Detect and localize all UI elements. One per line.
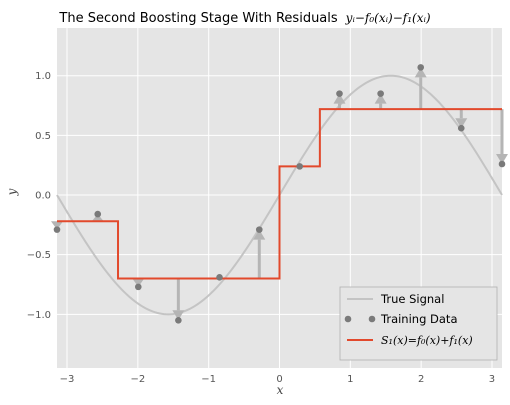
chart-title-text: The Second Boosting Stage With Residuals — [58, 11, 337, 26]
residual-arrow-head-5 — [253, 229, 266, 240]
y-tick-label-4: 1.0 — [35, 71, 51, 82]
residual-arrow-head-3 — [172, 310, 185, 321]
training-point-9 — [417, 64, 425, 71]
x-tick-label-0: −3 — [60, 374, 75, 385]
residual-arrow-head-0 — [50, 221, 63, 230]
residual-arrow-head-1 — [91, 214, 104, 222]
residual-arrow-2 — [132, 278, 145, 287]
step-function-line — [57, 108, 502, 280]
y-tick-label-2: 0.0 — [35, 191, 51, 202]
residual-arrow-head-10 — [455, 118, 468, 129]
training-point-7 — [336, 90, 343, 97]
training-point-2 — [134, 283, 142, 291]
residual-arrow-5 — [253, 229, 266, 279]
legend-training-label: Training Data — [380, 312, 458, 326]
residual-arrow-0 — [50, 221, 63, 230]
residual-arrow-head-8 — [374, 93, 387, 104]
training-point-8 — [377, 90, 384, 97]
y-tick-label-1: −0.5 — [27, 250, 51, 261]
residual-arrow-head-7 — [333, 93, 346, 104]
training-point-3 — [175, 316, 182, 324]
step-function-layer — [57, 108, 502, 280]
y-axis-label: y — [5, 188, 19, 196]
x-tick-label-5: 2 — [418, 374, 424, 385]
legend-step-label: S₁(x)=f₀(x)+f₁(x) — [381, 334, 473, 347]
residual-arrow-11 — [496, 109, 509, 164]
legend: True Signal Training Data S₁(x)=f₀(x)+f₁… — [339, 286, 498, 361]
legend-training-marker-right — [368, 315, 376, 323]
x-tick-label-3: 0 — [276, 374, 282, 385]
x-tick-label-2: −1 — [201, 374, 216, 385]
residual-arrow-head-9 — [414, 67, 427, 78]
x-axis-label: x — [277, 383, 284, 397]
residual-arrow-10 — [455, 109, 468, 129]
x-tick-label-6: 3 — [489, 374, 495, 385]
residual-arrow-head-11 — [496, 154, 509, 164]
y-tick-label-3: 0.5 — [35, 131, 51, 142]
chart-title-math: yᵢ−f₀(xᵢ)−f₁(xᵢ) — [345, 11, 431, 25]
residual-arrow-layer — [50, 67, 509, 321]
residual-arrow-head-2 — [132, 278, 145, 287]
legend-training-marker-left — [344, 315, 352, 323]
legend-true-signal-label: True Signal — [380, 292, 444, 306]
training-point-4 — [216, 274, 223, 281]
x-tick-label-1: −2 — [130, 374, 145, 385]
tick-label-layer: −3 −2 −1 0 1 2 3 −1.0 −0.5 0.0 0.5 1.0 — [27, 71, 495, 385]
residual-arrow-9 — [414, 67, 427, 110]
training-point-0 — [53, 226, 61, 233]
chart-title: The Second Boosting Stage With Residuals… — [58, 9, 430, 26]
residual-arrow-3 — [172, 278, 185, 321]
residual-arrow-1 — [91, 214, 104, 222]
training-point-10 — [457, 124, 465, 132]
training-point-6 — [296, 163, 304, 170]
training-point-5 — [255, 226, 263, 233]
training-points-layer — [53, 64, 506, 324]
training-point-1 — [94, 210, 102, 218]
training-point-11 — [498, 160, 506, 168]
x-tick-label-4: 1 — [347, 374, 353, 385]
y-tick-label-0: −1.0 — [27, 310, 51, 321]
